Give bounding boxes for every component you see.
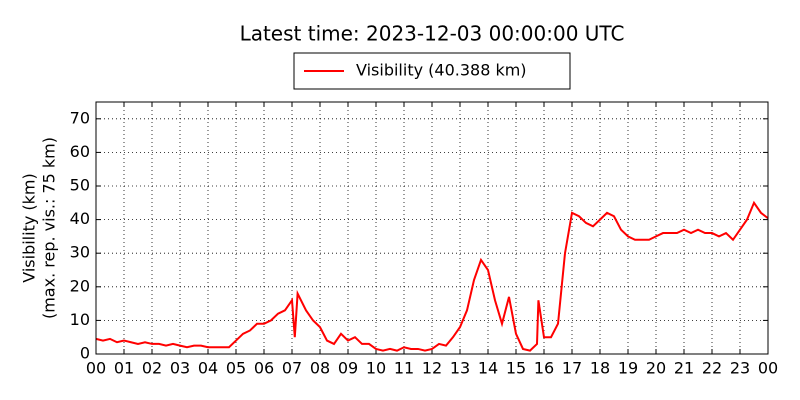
x-tick-label: 14 <box>478 359 498 378</box>
x-tick-label: 00 <box>758 359 778 378</box>
y-axis-label: Visibility (km) <box>20 173 39 282</box>
x-tick-label: 21 <box>674 359 694 378</box>
x-tick-label: 09 <box>338 359 358 378</box>
x-tick-label: 15 <box>506 359 526 378</box>
y-tick-label: 40 <box>70 209 90 228</box>
x-tick-label: 17 <box>562 359 582 378</box>
chart-title: Latest time: 2023-12-03 00:00:00 UTC <box>240 22 625 46</box>
x-tick-label: 07 <box>282 359 302 378</box>
y-tick-label: 10 <box>70 310 90 329</box>
x-tick-label: 11 <box>394 359 414 378</box>
y-tick-label: 60 <box>70 142 90 161</box>
x-tick-label: 04 <box>198 359 218 378</box>
x-tick-label: 13 <box>450 359 470 378</box>
plot-frame <box>95 101 769 355</box>
x-tick-label: 06 <box>254 359 274 378</box>
y-axis-label: (max. rep. vis.: 75 km) <box>40 137 59 319</box>
x-tick-label: 20 <box>646 359 666 378</box>
x-tick-label: 01 <box>114 359 134 378</box>
x-tick-label: 10 <box>366 359 386 378</box>
x-tick-label: 19 <box>618 359 638 378</box>
x-tick-label: 05 <box>226 359 246 378</box>
x-tick-label: 16 <box>534 359 554 378</box>
x-tick-label: 18 <box>590 359 610 378</box>
y-tick-label: 70 <box>70 108 90 127</box>
y-tick-label: 50 <box>70 176 90 195</box>
y-tick-label: 20 <box>70 276 90 295</box>
legend-label: Visibility (40.388 km) <box>356 61 527 80</box>
x-tick-label: 23 <box>730 359 750 378</box>
x-tick-label: 00 <box>86 359 106 378</box>
x-tick-label: 22 <box>702 359 722 378</box>
data-line <box>95 200 769 352</box>
x-tick-label: 08 <box>310 359 330 378</box>
x-tick-label: 03 <box>170 359 190 378</box>
x-tick-label: 02 <box>142 359 162 378</box>
y-tick-label: 30 <box>70 243 90 262</box>
y-tick-label: 0 <box>80 344 90 363</box>
x-tick-label: 12 <box>422 359 442 378</box>
